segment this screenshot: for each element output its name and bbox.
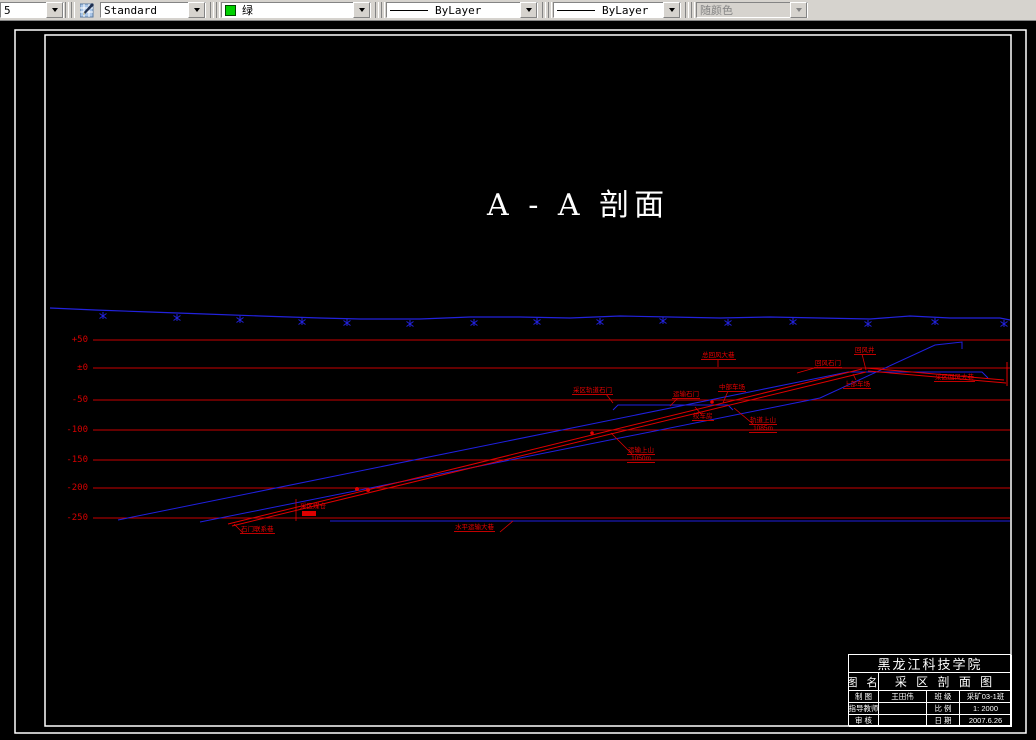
title-block-label: 审 核 bbox=[849, 715, 879, 727]
text-height-combo[interactable]: 5 bbox=[0, 2, 64, 18]
linetype-glyph bbox=[390, 9, 428, 11]
toolbar-separator bbox=[548, 2, 552, 18]
title-block-school: 黑龙江科技学院 bbox=[849, 655, 1012, 673]
terrain-line bbox=[49, 307, 1011, 328]
toolbar-separator bbox=[685, 2, 689, 18]
lineweight-value: ByLayer bbox=[602, 3, 649, 17]
annotation-label: 绞车房 bbox=[692, 413, 714, 421]
elevation-label: -50 bbox=[71, 395, 88, 405]
seam-lines bbox=[227, 362, 1008, 527]
toolbar-separator bbox=[216, 2, 220, 18]
elevation-label: -100 bbox=[66, 425, 88, 435]
plotstyle-value: 随颜色 bbox=[700, 4, 733, 17]
color-value: 绿 bbox=[242, 4, 253, 17]
title-block-value bbox=[879, 703, 927, 715]
title-block: 黑龙江科技学院 图 名 采 区 剖 面 图 制 图 王田伟 班 级 采矿03-1… bbox=[848, 654, 1012, 727]
annotation-label: 采区回风大巷 bbox=[934, 374, 975, 382]
text-style-combo[interactable]: Standard bbox=[100, 2, 206, 18]
toolbar-separator bbox=[65, 2, 69, 18]
lineweight-combo[interactable]: ByLayer bbox=[553, 2, 681, 18]
annotation-label: 轨道上山 1085m bbox=[749, 417, 777, 433]
annotation-label: 总回风大巷 bbox=[701, 352, 736, 360]
dropdown-arrow-icon[interactable] bbox=[188, 2, 205, 18]
elevation-label: -150 bbox=[66, 455, 88, 465]
toolbar-separator bbox=[375, 2, 379, 18]
color-combo[interactable]: 绿 bbox=[221, 2, 371, 18]
annotation-label: 中部车场 bbox=[718, 384, 746, 392]
section-title: A - A 剖面 bbox=[487, 188, 670, 223]
elevation-label: -200 bbox=[66, 483, 88, 493]
annotation-label: 回风石门 bbox=[814, 360, 842, 368]
toolbar-separator bbox=[542, 2, 546, 18]
text-height-value: 5 bbox=[4, 3, 11, 17]
text-style-icon bbox=[79, 2, 94, 17]
color-swatch bbox=[225, 4, 236, 16]
annotation-label: 采区轨道石门 bbox=[572, 387, 613, 395]
toolbar: 5 Standard 绿 bbox=[0, 0, 1036, 21]
plotstyle-combo: 随颜色 bbox=[696, 2, 808, 18]
sheet-frame bbox=[14, 29, 1027, 734]
text-style-button[interactable] bbox=[76, 1, 98, 19]
lineweight-glyph bbox=[557, 9, 595, 11]
title-block-value: 2007.6.26 bbox=[960, 715, 1012, 727]
title-block-label: 图 名 bbox=[849, 673, 879, 691]
toolbar-separator bbox=[381, 2, 385, 18]
toolbar-separator bbox=[71, 2, 75, 18]
incline-lines bbox=[117, 341, 1010, 523]
title-block-label: 日 期 bbox=[927, 715, 960, 727]
annotation-label: 石门联系巷 bbox=[240, 526, 275, 534]
dropdown-arrow-icon[interactable] bbox=[353, 2, 370, 18]
annotation-label: 运输石门 bbox=[672, 391, 700, 399]
annotation-label: 水平运输大巷 bbox=[454, 524, 495, 532]
annotation-label: 采区煤仓 bbox=[300, 503, 326, 510]
annotation-label: 回风井 bbox=[854, 347, 876, 355]
title-block-value: 王田伟 bbox=[879, 691, 927, 703]
leader-lines bbox=[233, 353, 867, 534]
annotation-label: 上部车场 bbox=[843, 381, 871, 389]
toolbar-separator bbox=[210, 2, 214, 18]
toolbar-separator bbox=[691, 2, 695, 18]
elevation-label: ±0 bbox=[77, 363, 88, 373]
title-block-label: 比 例 bbox=[927, 703, 960, 715]
elevation-label: +50 bbox=[71, 335, 88, 345]
elevation-grid bbox=[93, 339, 1010, 519]
title-block-value: 1: 2000 bbox=[960, 703, 1012, 715]
title-block-label: 指导教师 bbox=[849, 703, 879, 715]
dropdown-arrow-icon[interactable] bbox=[46, 2, 63, 18]
text-style-value: Standard bbox=[104, 3, 157, 17]
annotation-label: 运输上山 1050m bbox=[627, 447, 655, 463]
linetype-combo[interactable]: ByLayer bbox=[386, 2, 538, 18]
title-block-label: 班 级 bbox=[927, 691, 960, 703]
elevation-label: -250 bbox=[66, 513, 88, 523]
dropdown-arrow-icon bbox=[790, 2, 807, 18]
title-block-value bbox=[879, 715, 927, 727]
linetype-value: ByLayer bbox=[435, 3, 482, 17]
title-block-drawing-name: 采 区 剖 面 图 bbox=[879, 673, 1012, 691]
title-block-label: 制 图 bbox=[849, 691, 879, 703]
dropdown-arrow-icon[interactable] bbox=[520, 2, 537, 18]
seam-markers bbox=[302, 400, 714, 516]
title-block-value: 采矿03-1班 bbox=[960, 691, 1012, 703]
dropdown-arrow-icon[interactable] bbox=[663, 2, 680, 18]
